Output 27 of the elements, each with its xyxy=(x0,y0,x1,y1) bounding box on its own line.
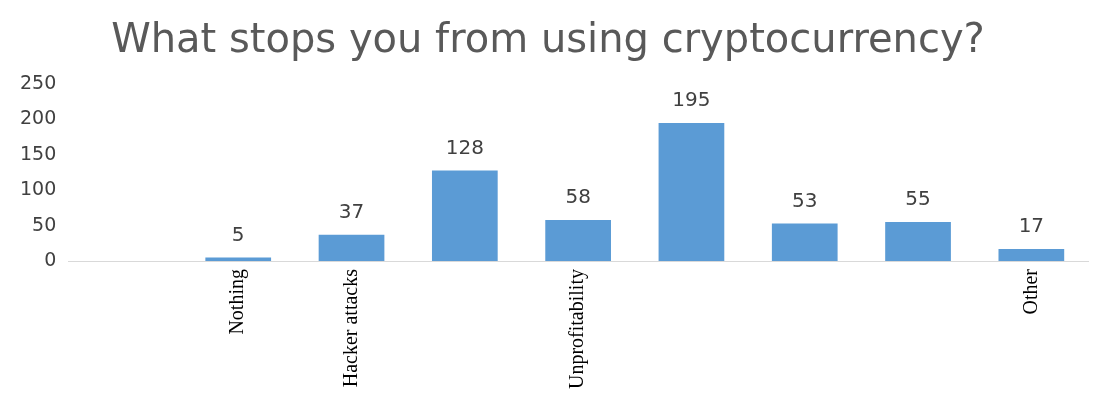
bar xyxy=(545,219,611,262)
data-label: 55 xyxy=(905,186,931,211)
x-tick-label: Unprofitability xyxy=(565,269,589,389)
bar xyxy=(771,223,838,262)
y-tick-label: 100 xyxy=(20,177,57,200)
bar xyxy=(431,170,498,262)
chart-title: What stops you from using cryptocurrency? xyxy=(111,15,985,62)
bar xyxy=(205,257,272,262)
data-label: 37 xyxy=(338,199,365,224)
bar xyxy=(885,222,951,262)
bar xyxy=(318,234,385,262)
bar xyxy=(998,248,1065,262)
y-tick-label: 200 xyxy=(20,106,57,129)
data-label: 53 xyxy=(792,187,818,212)
y-tick-label: 0 xyxy=(44,247,57,270)
data-label: 128 xyxy=(445,134,484,159)
y-tick-label: 150 xyxy=(20,141,57,164)
y-tick-label: 250 xyxy=(20,70,57,93)
data-label: 5 xyxy=(231,221,245,246)
y-tick-label: 50 xyxy=(32,212,57,235)
x-tick-label: Nothing xyxy=(225,269,249,335)
data-label: 17 xyxy=(1018,213,1045,238)
x-tick-label: Hacker attacks xyxy=(338,268,361,388)
bar xyxy=(658,122,725,262)
x-tick-label: Other xyxy=(1018,268,1041,315)
data-label: 58 xyxy=(565,184,591,209)
data-label: 195 xyxy=(672,87,711,112)
